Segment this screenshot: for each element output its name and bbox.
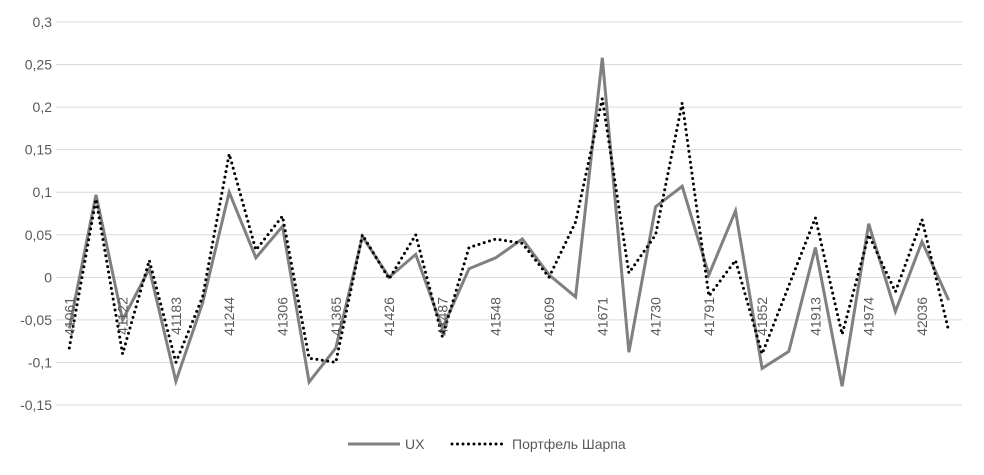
x-tick-label: 41852 (754, 297, 770, 336)
x-tick-label: 41730 (648, 297, 664, 336)
y-tick-label: -0,1 (28, 354, 52, 370)
y-tick-label: -0,15 (20, 397, 52, 413)
x-axis-tick-labels: 41061 41122 41183 41244 41306 41365 41426 41487… (61, 297, 930, 336)
y-tick-label: 0,25 (25, 57, 52, 73)
x-tick-label: 41609 (541, 297, 557, 336)
x-tick-label: 41426 (381, 297, 397, 336)
series-line-sharpe-portfolio (67, 98, 951, 368)
y-tick-label: 0,05 (25, 227, 52, 243)
x-tick-label: 41974 (861, 297, 877, 336)
x-tick-label: 41487 (434, 297, 450, 336)
x-tick-label: 41244 (221, 297, 237, 336)
y-tick-label: 0,2 (33, 99, 53, 115)
series-lines (67, 57, 951, 387)
x-tick-label: 41365 (328, 297, 344, 336)
y-tick-label: 0 (44, 269, 52, 285)
legend-label-ux: UX (405, 436, 425, 452)
x-tick-label: 42036 (914, 297, 930, 336)
y-tick-label: -0,05 (20, 312, 52, 328)
series-line-ux (67, 57, 951, 387)
y-tick-label: 0,15 (25, 142, 52, 158)
gridlines (56, 21, 962, 406)
x-tick-label: 41306 (275, 297, 291, 336)
x-tick-label: 41122 (115, 297, 131, 335)
x-tick-label: 41548 (488, 297, 504, 336)
x-tick-label: 41183 (168, 297, 184, 335)
x-tick-label: 41913 (807, 297, 823, 336)
legend: UX Портфель Шарпа (348, 436, 626, 452)
x-tick-label: 41671 (594, 297, 610, 336)
legend-label-sharpe-portfolio: Портфель Шарпа (512, 436, 626, 452)
y-axis-tick-labels: 0,3 0,25 0,2 0,15 0,1 0,05 0 -0,05 -0,1 -0,15 (20, 14, 52, 413)
y-tick-label: 0,1 (33, 184, 53, 200)
y-tick-label: 0,3 (33, 14, 53, 30)
x-tick-label: 41061 (61, 297, 77, 336)
x-tick-label: 41791 (701, 297, 717, 336)
